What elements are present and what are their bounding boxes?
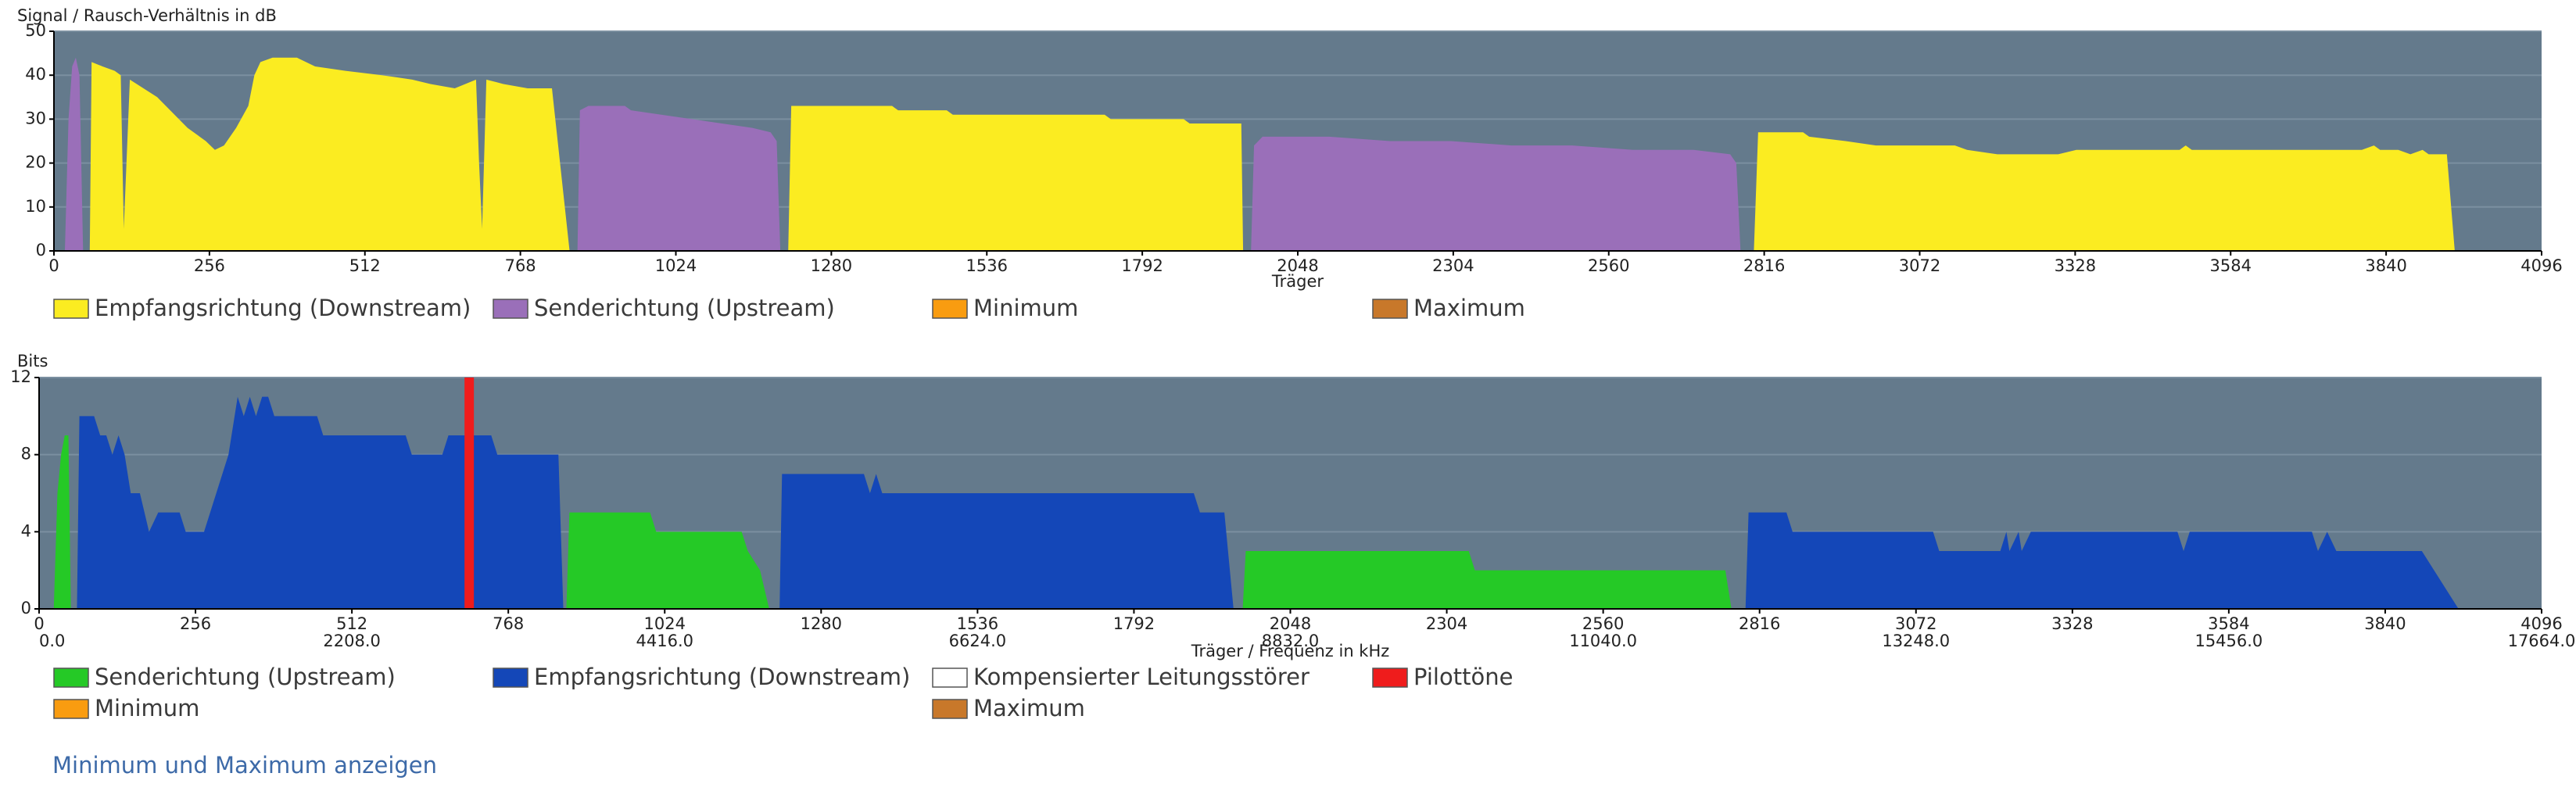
x-tick-label: 1536 (957, 614, 998, 633)
x-tick-label: 0 (48, 256, 59, 275)
x-tick-label: 2816 (1739, 614, 1780, 633)
x-axis-label: Träger (1271, 272, 1324, 291)
legend-label: Senderichtung (Upstream) (95, 664, 396, 690)
show-min-max-link[interactable]: Minimum und Maximum anzeigen (52, 752, 437, 778)
x-tick-label: 768 (505, 256, 536, 275)
area (64, 57, 1741, 251)
x-tick-label: 3840 (2365, 256, 2406, 275)
y-tick-label: 40 (25, 65, 46, 84)
x-tick-label: 2048 (1270, 614, 1311, 633)
x-tick-label: 1024 (655, 256, 697, 275)
legend-label: Maximum (973, 695, 1085, 721)
x-tick-label: 3584 (2210, 256, 2252, 275)
x2-tick-label: 4416.0 (636, 632, 693, 650)
x2-tick-label: 17664.0 (2508, 632, 2576, 650)
x-tick-label: 3840 (2364, 614, 2406, 633)
x2-tick-label: 11040.0 (1569, 632, 1637, 650)
legend-swatch (493, 299, 528, 319)
legend-label: Kompensierter Leitungsstörer (973, 664, 1309, 690)
legend-swatch (493, 668, 528, 688)
x-axis-label: Träger / Frequenz in kHz (1191, 642, 1390, 660)
x2-tick-label: 15456.0 (2194, 632, 2263, 650)
area (89, 57, 2455, 251)
legend-label: Empfangsrichtung (Downstream) (534, 664, 910, 690)
y-tick-label: 4 (21, 521, 31, 540)
x-tick-label: 2048 (1277, 256, 1318, 275)
area (53, 435, 1732, 609)
y-tick-label: 30 (25, 109, 46, 127)
chart-title: Signal / Rausch-Verhältnis in dB (17, 6, 277, 25)
legend-swatch (53, 699, 89, 719)
x2-tick-label: 8832.0 (1262, 632, 1319, 650)
y-tick-label: 10 (25, 197, 46, 216)
legend-label: Senderichtung (Upstream) (534, 295, 835, 321)
x-tick-label: 0 (34, 614, 44, 633)
y-tick-label: 20 (25, 153, 46, 172)
legend-swatch (932, 668, 968, 688)
x-tick-label: 256 (180, 614, 211, 633)
legend-swatch (53, 299, 89, 319)
y-tick-label: 8 (21, 445, 31, 464)
x-tick-label: 2560 (1588, 256, 1629, 275)
legend-label: Maximum (1413, 295, 1525, 321)
legend-label: Minimum (973, 295, 1078, 321)
legend-swatch (932, 299, 968, 319)
y-tick-label: 0 (21, 599, 31, 617)
x-tick-label: 3072 (1899, 256, 1940, 275)
x-tick-label: 1280 (811, 256, 852, 275)
x-tick-label: 1792 (1113, 614, 1155, 633)
y-tick-label: 12 (10, 367, 31, 386)
area (77, 396, 2459, 609)
x2-tick-label: 13248.0 (1882, 632, 1950, 650)
x2-tick-label: 2208.0 (323, 632, 380, 650)
x-tick-label: 1280 (801, 614, 842, 633)
x-tick-label: 4096 (2520, 614, 2562, 633)
legend-swatch (53, 668, 89, 688)
y-tick-label: 0 (36, 241, 46, 259)
x-tick-label: 3072 (1895, 614, 1936, 633)
legend-swatch (932, 699, 968, 719)
legend-swatch (1372, 299, 1408, 319)
x-tick-label: 2816 (1743, 256, 1785, 275)
legend-swatch (1372, 668, 1408, 688)
legend-label: Pilottöne (1413, 664, 1513, 690)
y-tick-label: 50 (25, 21, 46, 40)
legend-label: Empfangsrichtung (Downstream) (95, 295, 471, 321)
x-tick-label: 1536 (966, 256, 1008, 275)
x-tick-label: 256 (194, 256, 225, 275)
x-tick-label: 1024 (644, 614, 686, 633)
x-tick-label: 4096 (2520, 256, 2562, 275)
x-tick-label: 3328 (2055, 256, 2096, 275)
x2-tick-label: 0.0 (39, 632, 65, 650)
x-tick-label: 512 (349, 256, 381, 275)
x-tick-label: 1792 (1121, 256, 1163, 275)
pilot-tone-bar (464, 378, 475, 609)
chart-title: Bits (17, 352, 48, 370)
legend-label: Minimum (95, 695, 199, 721)
x2-tick-label: 6624.0 (949, 632, 1006, 650)
x-tick-label: 2304 (1426, 614, 1467, 633)
x-tick-label: 768 (493, 614, 524, 633)
x-tick-label: 3584 (2208, 614, 2249, 633)
x-tick-label: 2304 (1432, 256, 1474, 275)
x-tick-label: 512 (336, 614, 367, 633)
x-tick-label: 2560 (1582, 614, 1624, 633)
x-tick-label: 3328 (2051, 614, 2093, 633)
